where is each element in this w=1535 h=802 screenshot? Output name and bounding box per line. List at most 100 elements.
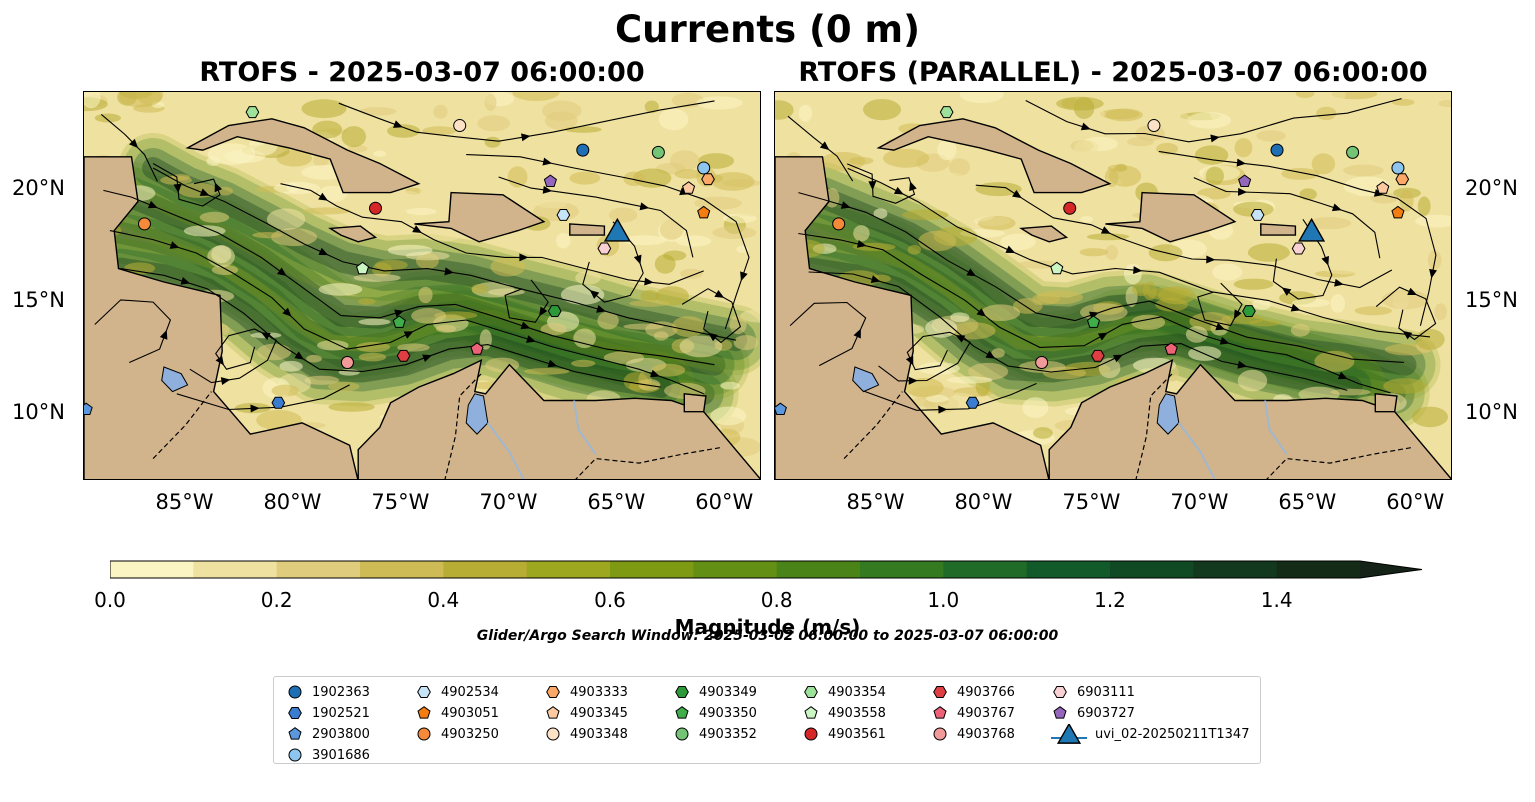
streamline: [152, 163, 221, 207]
legend-marker-pentagon: [675, 706, 689, 719]
streamline: [582, 221, 644, 303]
lon-tick: 60°W: [695, 490, 754, 514]
lon-tick: 70°W: [479, 490, 538, 514]
legend-label: 4903766: [957, 684, 1015, 700]
streamlines: [787, 98, 1437, 414]
land-puerto-rico: [1260, 223, 1297, 236]
lake-nicaragua: [161, 366, 189, 393]
legend-entry: 4903767: [931, 703, 1015, 723]
lon-tick: 65°W: [587, 490, 646, 514]
land-hispaniola: [414, 191, 546, 243]
streamline: [338, 100, 715, 142]
legend-marker-hexagon: [288, 707, 302, 719]
lon-tick: 85°W: [846, 490, 905, 514]
legend-entry: 4903349: [673, 682, 757, 702]
marker-4903348: [546, 727, 560, 741]
lon-tick: 85°W: [155, 490, 214, 514]
marker-4903349: [675, 686, 689, 698]
lake-maracaibo: [1156, 393, 1180, 435]
panel-title-rtofs: RTOFS - 2025-03-07 06:00:00: [199, 57, 645, 88]
colorbar-segment: [1193, 561, 1278, 578]
colorbar-segment: [1110, 561, 1194, 578]
legend-marker-pentagon: [804, 706, 818, 719]
marker-4902534: [556, 208, 571, 221]
colorbar-segment: [1026, 561, 1111, 578]
colorbar-tick-label: 0.8: [760, 588, 793, 612]
legend-label: 4903767: [957, 705, 1015, 721]
land-central-america: [84, 156, 359, 479]
marker-6903727: [1053, 706, 1067, 719]
legend-marker-hexagon: [804, 686, 818, 698]
lon-tick: 75°W: [1062, 490, 1121, 514]
legend-label: 4903250: [441, 726, 499, 742]
legend-entry: 4903250: [415, 724, 499, 744]
marker-6903111: [597, 242, 612, 255]
land-jamaica: [1019, 225, 1069, 243]
land-trinidad: [683, 393, 707, 413]
marker-4903350: [1086, 315, 1101, 328]
legend-marker-circle: [675, 727, 689, 741]
legend-entry: 4903561: [802, 724, 886, 744]
marker-1902363: [1270, 143, 1284, 157]
legend-entry: uvi_02-20250211T1347: [1051, 724, 1249, 744]
marker-6903727: [1238, 174, 1252, 188]
land-puerto-rico: [569, 223, 606, 236]
lat-tick-left: 20°N: [12, 176, 65, 201]
marker-4903348: [1147, 119, 1161, 133]
legend-marker-hexagon: [675, 686, 689, 698]
marker-4903767: [933, 706, 947, 719]
marker-4903766: [1090, 349, 1105, 362]
legend-label: uvi_02-20250211T1347: [1095, 726, 1250, 742]
legend-marker-pentagon: [288, 727, 302, 740]
marker-4903350: [675, 706, 689, 719]
marker-4903352: [651, 145, 665, 159]
lat-tick-left: 10°N: [12, 399, 65, 424]
current-map-rtofs-parallel: [775, 92, 1451, 479]
colorbar-segment: [610, 561, 694, 578]
legend-entry: 4903354: [802, 682, 886, 702]
lon-tick: 75°W: [371, 490, 430, 514]
legend-entry: 4903350: [673, 703, 757, 723]
legend-entry: 4903558: [802, 703, 886, 723]
marker-4903561: [1063, 201, 1077, 215]
legend-entry: 4903348: [544, 724, 628, 744]
marker-4902534: [417, 686, 431, 698]
legend-label: 4903350: [699, 705, 757, 721]
colorbar-segment: [693, 561, 778, 578]
panel-title-rtofs-parallel: RTOFS (PARALLEL) - 2025-03-07 06:00:00: [798, 57, 1428, 88]
marker-4903345: [546, 706, 560, 719]
marker-4903051: [1391, 205, 1405, 219]
legend-label: 4903354: [828, 684, 886, 700]
streamline: [808, 271, 1348, 391]
marker-4903250: [417, 727, 431, 741]
marker-4903354: [245, 106, 260, 119]
legend-label: 4903348: [570, 726, 628, 742]
marker-2903800: [84, 402, 93, 416]
colorbar-label: Magnitude (m/s): [674, 615, 861, 639]
legend-entry: 6903727: [1051, 703, 1135, 723]
legend-entry: 4903051: [415, 703, 499, 723]
streamline: [1025, 98, 1402, 143]
lon-tick: 80°W: [954, 490, 1013, 514]
colorbar-tick-label: 1.2: [1094, 588, 1126, 612]
marker-uvi_02-20250211T1347: [1298, 217, 1326, 242]
colorbar-segment: [1276, 561, 1361, 578]
lake-nicaragua: [852, 366, 880, 393]
legend-label: 3901686: [312, 747, 370, 763]
colorbar-segment: [776, 561, 861, 578]
legend-entry: 4903352: [673, 724, 757, 744]
marker-4903051: [417, 706, 431, 719]
marker-4903333: [701, 173, 715, 186]
legend-marker-hexagon: [1053, 686, 1067, 698]
legend-label: 4903349: [699, 684, 757, 700]
marker-4903561: [368, 201, 382, 215]
lat-tick-right: 10°N: [1465, 399, 1518, 424]
marker-4903349: [547, 305, 562, 318]
colorbar-tick-label: 0.6: [594, 588, 626, 612]
legend-entry: 1902521: [286, 703, 370, 723]
streamline: [498, 176, 694, 258]
colorbar-tick-label: 0.2: [260, 588, 293, 612]
figure-title: Currents (0 m): [614, 8, 920, 51]
lat-tick-right: 15°N: [1465, 288, 1518, 313]
legend-label: 4903561: [828, 726, 886, 742]
